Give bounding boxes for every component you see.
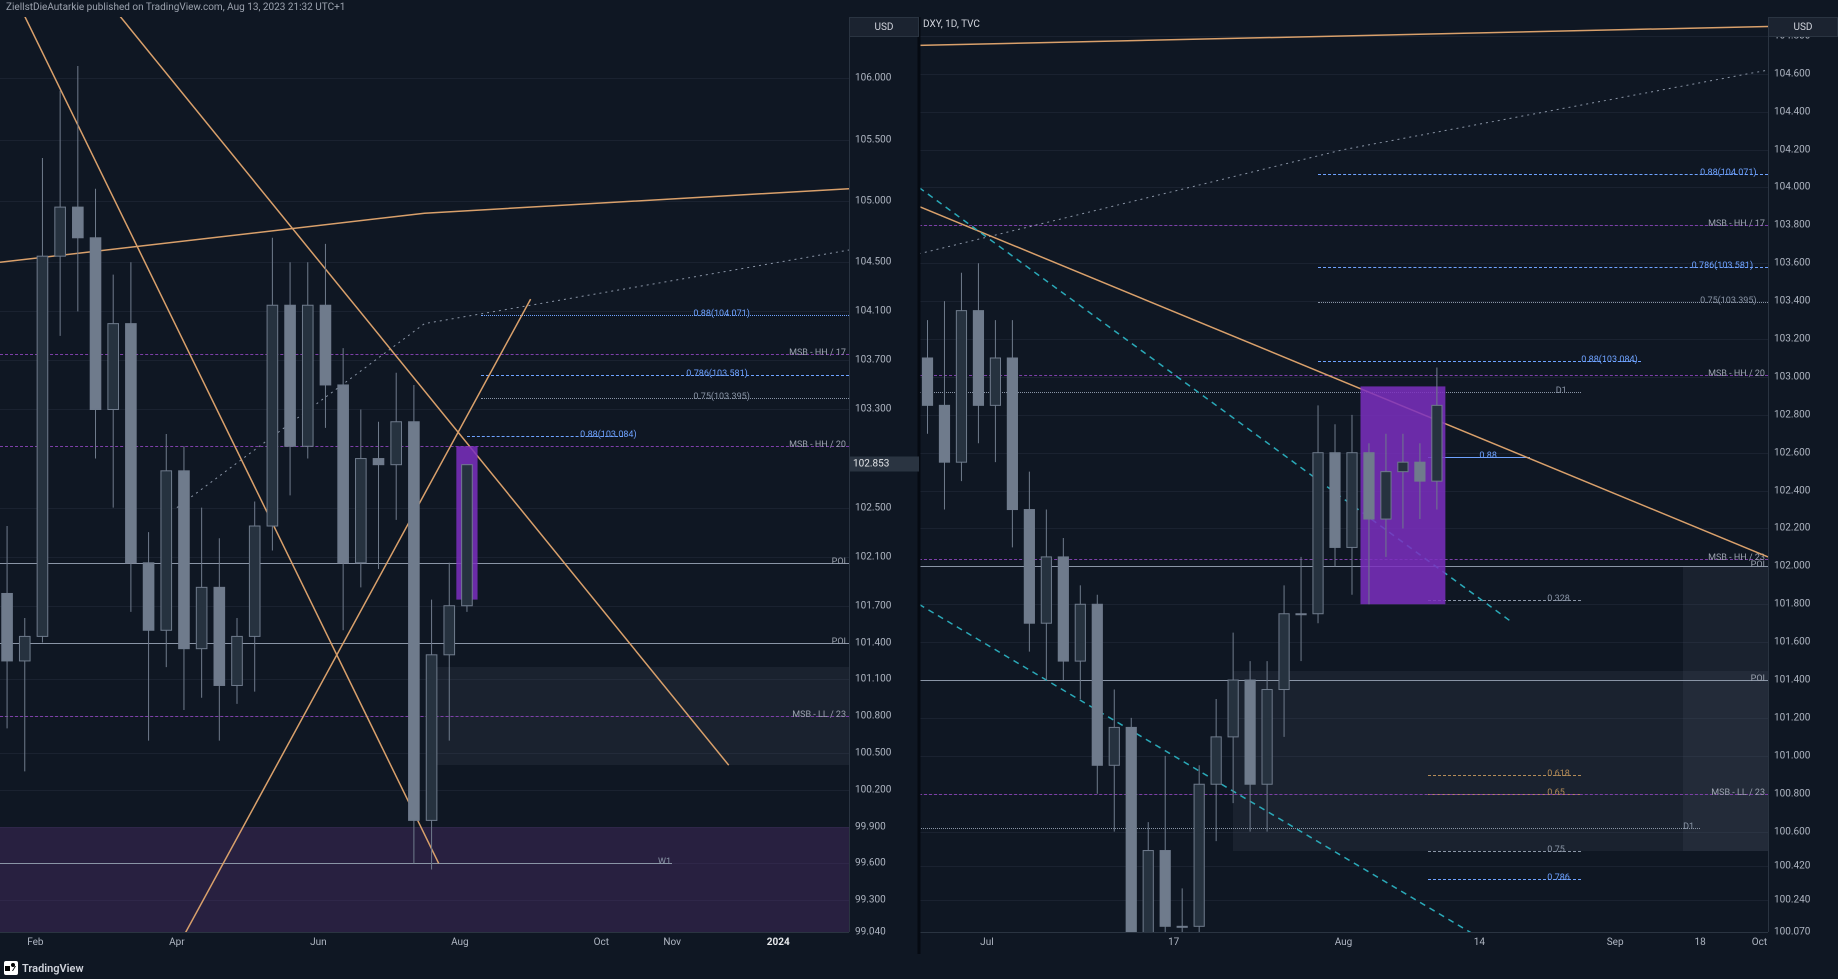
right-pane[interactable]: USD DXY, 1D, TVC 0.88(104.071)MSB - HH /… <box>919 17 1838 954</box>
header-text: ZiellstDieAutarkie published on TradingV… <box>6 2 345 13</box>
price-tick: 101.800 <box>1768 599 1838 610</box>
price-tick: 106.000 <box>849 73 919 84</box>
time-tick: Nov <box>663 933 681 948</box>
price-tick: 100.420 <box>1768 860 1838 871</box>
time-tick: 14 <box>1474 933 1485 948</box>
time-tick: Jun <box>310 933 327 948</box>
price-tick: 102.100 <box>849 551 919 562</box>
time-tick: Oct <box>1752 933 1767 948</box>
time-tick: Oct <box>594 933 609 948</box>
price-tick: 102.200 <box>1768 523 1838 534</box>
price-tick: 103.800 <box>1768 220 1838 231</box>
price-tick: 99.300 <box>849 895 919 906</box>
time-tick: Feb <box>27 933 43 948</box>
price-tick: 102.800 <box>1768 409 1838 420</box>
price-tick: 103.600 <box>1768 258 1838 269</box>
left-time-axis[interactable]: Feb Apr Jun Aug Oct Nov 2024 <box>0 932 849 954</box>
right-price-axis[interactable]: 100.070100.240100.420100.600100.800101.0… <box>1768 17 1838 932</box>
time-tick: Aug <box>451 933 469 948</box>
price-tick: 103.000 <box>1768 371 1838 382</box>
price-tick: 103.400 <box>1768 296 1838 307</box>
time-tick: 2024 <box>767 933 790 948</box>
price-tick: 105.000 <box>849 195 919 206</box>
price-tick: 101.000 <box>1768 750 1838 761</box>
price-tick: 103.200 <box>1768 334 1838 345</box>
price-tick: 104.600 <box>1768 68 1838 79</box>
price-tick: 102.000 <box>1768 561 1838 572</box>
right-time-axis[interactable]: Jul 17 Aug 14 Sep 18 Oct <box>919 932 1768 954</box>
time-tick: 17 <box>1168 933 1179 948</box>
price-tick: 102.400 <box>1768 485 1838 496</box>
price-tick: 104.000 <box>1768 182 1838 193</box>
price-tick: 104.100 <box>849 306 919 317</box>
price-tick: 103.300 <box>849 404 919 415</box>
brand-text: TradingView <box>22 962 84 975</box>
price-tick: 104.200 <box>1768 144 1838 155</box>
tradingview-logo-icon <box>4 961 18 975</box>
price-tick: 100.200 <box>849 784 919 795</box>
price-tick: 101.400 <box>849 637 919 648</box>
brand-footer: TradingView <box>4 961 84 975</box>
left-price-axis[interactable]: 99.04099.30099.60099.900100.200100.50010… <box>849 17 919 932</box>
left-pane[interactable]: USD 0.88(104.071)0.786(103.581)0.75(103.… <box>0 17 919 954</box>
time-tick: Sep <box>1607 933 1624 948</box>
last-price-tag: 102.853 <box>849 457 919 472</box>
price-tick: 100.800 <box>849 711 919 722</box>
price-tick: 100.070 <box>1768 927 1838 938</box>
price-tick: 103.700 <box>849 355 919 366</box>
price-tick: 102.500 <box>849 502 919 513</box>
price-tick: 101.400 <box>1768 675 1838 686</box>
price-tick: 99.040 <box>849 927 919 938</box>
pane-divider[interactable] <box>918 17 921 954</box>
right-chart-area[interactable]: 0.88(104.071)MSB - HH / 170.786(103.581)… <box>919 17 1768 932</box>
yaxis-header-right: USD <box>1768 17 1838 37</box>
time-tick: 18 <box>1694 933 1705 948</box>
price-tick: 101.700 <box>849 600 919 611</box>
price-tick: 100.600 <box>1768 826 1838 837</box>
price-tick: 101.600 <box>1768 637 1838 648</box>
price-tick: 99.600 <box>849 858 919 869</box>
price-tick: 105.500 <box>849 134 919 145</box>
time-tick: Jul <box>980 933 993 948</box>
price-tick: 101.100 <box>849 674 919 685</box>
price-tick: 100.800 <box>1768 788 1838 799</box>
symbol-badge[interactable]: DXY, 1D, TVC <box>923 19 980 30</box>
price-tick: 104.400 <box>1768 106 1838 117</box>
publish-header: ZiellstDieAutarkie published on TradingV… <box>0 0 1838 16</box>
yaxis-header-left: USD <box>849 17 919 37</box>
left-chart-area[interactable]: 0.88(104.071)0.786(103.581)0.75(103.395)… <box>0 17 849 932</box>
time-tick: Aug <box>1335 933 1353 948</box>
price-tick: 100.240 <box>1768 894 1838 905</box>
price-tick: 102.600 <box>1768 447 1838 458</box>
price-tick: 104.500 <box>849 257 919 268</box>
time-tick: Apr <box>169 933 185 948</box>
price-tick: 101.200 <box>1768 712 1838 723</box>
price-tick: 99.900 <box>849 821 919 832</box>
price-tick: 100.500 <box>849 747 919 758</box>
